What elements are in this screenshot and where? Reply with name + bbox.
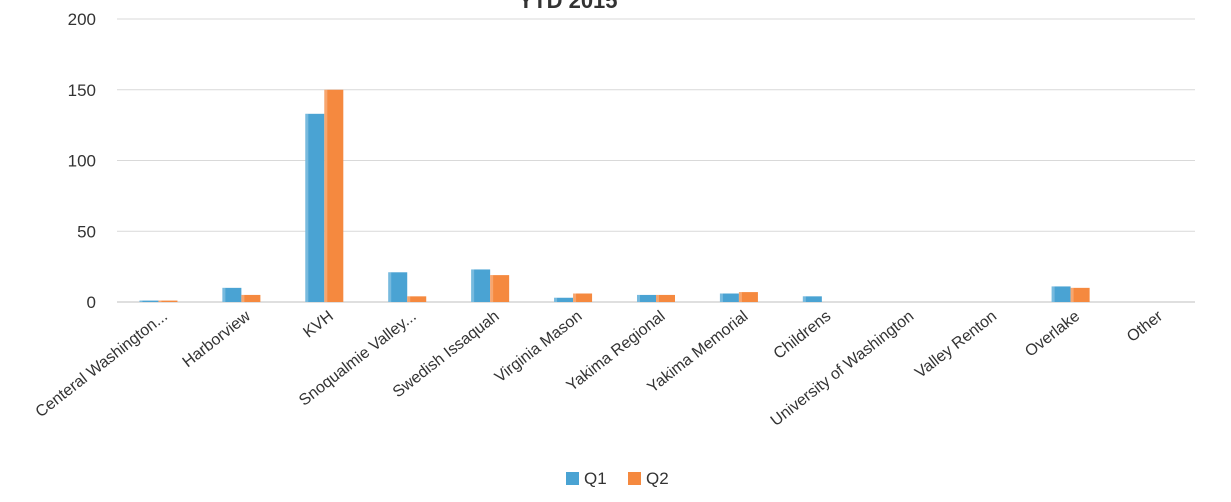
x-axis-ticks: Centeral Washington... Harborview KVHSnoqu… (33, 307, 1167, 429)
bar-q2 (407, 296, 427, 302)
y-tick-label: 100 (68, 152, 96, 171)
y-tick-label: 0 (87, 293, 96, 312)
bar-highlight (241, 294, 245, 302)
bar-highlight (139, 300, 143, 302)
bar-highlight (305, 113, 309, 303)
legend: Q1 Q2 (566, 469, 669, 488)
bar-q1 (554, 297, 574, 302)
bar-highlight (222, 287, 226, 302)
bar-q1 (637, 294, 656, 302)
x-tick-label: Valley Renton (912, 308, 1000, 382)
legend-label-q1: Q1 (584, 469, 607, 488)
bar-highlight (490, 275, 494, 302)
bar-highlight (738, 292, 742, 302)
legend-label-q2: Q2 (646, 469, 669, 488)
legend-swatch-q2 (628, 472, 641, 485)
bar-highlight (554, 297, 558, 302)
y-tick-label: 150 (68, 81, 96, 100)
bar-q1 (802, 296, 822, 302)
bar-highlight (637, 294, 640, 302)
y-tick-label: 200 (68, 10, 96, 29)
bar-q1 (471, 269, 491, 302)
bar-q2 (324, 89, 344, 302)
bar-q2 (490, 275, 510, 302)
bar-q1 (305, 113, 325, 303)
bar-q2 (241, 294, 261, 302)
x-tick-label: Childrens (771, 308, 835, 363)
y-tick-label: 50 (77, 222, 96, 241)
bar-q2 (656, 294, 675, 302)
x-tick-label: Overlake (1022, 308, 1083, 361)
bar-q1 (139, 300, 159, 302)
bar-q1 (222, 287, 242, 302)
x-tick-label: Centeral Washington... (33, 308, 171, 421)
bar-highlight (802, 296, 806, 302)
bar-q2 (1070, 287, 1090, 302)
legend-swatch-q1 (566, 472, 579, 485)
x-tick-label: University of Washington (768, 308, 917, 430)
bars (139, 89, 1090, 303)
bar-highlight (158, 300, 162, 302)
bar-q1 (1051, 286, 1071, 302)
gridlines (117, 18, 1195, 303)
bar-q1 (719, 293, 739, 302)
bar-q2 (738, 292, 758, 302)
bar-highlight (1051, 286, 1055, 302)
x-tick-label: Harborview (180, 307, 255, 370)
bar-highlight (656, 294, 659, 302)
bar-q1 (388, 272, 408, 302)
bar-highlight (324, 89, 328, 302)
bar-highlight (388, 272, 392, 302)
bar-q2 (573, 293, 593, 302)
bar-highlight (471, 269, 475, 302)
bar-highlight (719, 293, 723, 302)
bar-highlight (407, 296, 411, 302)
x-tick-label: KVH (300, 308, 336, 342)
x-tick-label: Other (1124, 307, 1167, 345)
chart-title: YTD 2015 (518, 0, 617, 13)
bar-q2 (158, 300, 178, 302)
bar-highlight (1070, 287, 1074, 302)
bar-highlight (573, 293, 577, 302)
y-axis-ticks: 0 50 100 150 200 (68, 10, 96, 312)
